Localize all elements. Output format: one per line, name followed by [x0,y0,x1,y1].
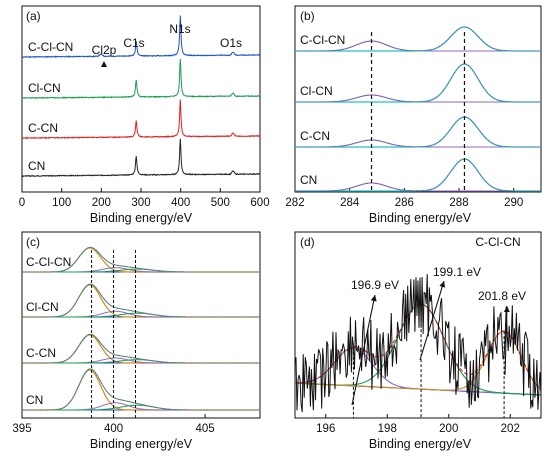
panel-a-tick-label: 600 [250,197,269,209]
panel-a-line-c-cl-cn [21,15,261,59]
panel-d-raw-spectrum [294,274,542,413]
panel-d-tick-label: 200 [439,423,458,435]
panel-b-tick-label: 282 [285,197,304,209]
panel-b-frame [294,5,542,193]
panel-d-title: C-Cl-CN [475,235,520,249]
panel-c-raw [22,246,260,273]
panel-b-series-label: C-CN [300,129,330,143]
panel-a-frame [21,5,261,193]
panel-c-xlabel: Binding energy/eV [90,437,193,451]
panel-a: (a) Binding energy/eV 0 100 200 300 400 500 60… [19,5,270,225]
panel-b-series-labels: C-Cl-CN Cl-CN C-CN CN [300,33,345,187]
panel-d-fit-201-8 [294,330,542,391]
arrow-head-icon [370,295,377,302]
panel-b-tick-label: 284 [340,197,360,209]
panel-b: (b) Binding energy/eV 282 284 286 288 290 C-… [285,5,542,225]
peak-label-196-9: 196.9 eV [351,278,399,292]
panel-c-series-label: C-CN [26,346,56,360]
panel-b-tick-label: 286 [395,197,414,209]
cl2p-marker-icon [101,61,107,67]
peak-label-o1s: O1s [220,36,242,50]
panel-b-xlabel: Binding energy/eV [369,211,472,225]
panel-b-fit-n-c-n [295,116,541,148]
panel-d-ticks: 196 198 200 202 [316,414,520,435]
panel-d-tick-label: 196 [316,423,335,435]
peak-label-n1s: N1s [169,22,190,36]
annotation-cl2p: Cl2p [92,43,117,57]
panel-d-frame [294,231,542,419]
panel-b-series [295,26,541,192]
panel-d-letter: (d) [300,235,315,249]
panel-a-series-label: C-Cl-CN [28,40,73,54]
panel-b-envelope [295,158,541,192]
panel-b-series-label: Cl-CN [300,84,333,98]
panel-d-tick-label: 198 [378,423,397,435]
arrow-head-icon [439,281,446,288]
panel-a-tick-label: 100 [52,197,71,209]
panel-b-fit-c-c [295,182,541,192]
panel-a-xlabel: Binding energy/eV [90,211,193,225]
panel-c-frame [21,231,261,419]
peak-label-199-1: 199.1 eV [433,265,481,279]
panel-d-arrow-line [419,280,445,361]
panel-d-tick-label: 202 [501,423,520,435]
panel-b-tick-label: 288 [449,197,468,209]
panel-a-series [21,15,261,178]
panel-b-fit-n-c-n [295,158,541,192]
panel-c-ticks: 395 400 405 [12,414,215,435]
panel-a-ticks: 0 100 200 300 400 500 600 [19,188,270,209]
panel-c-series-label: C-Cl-CN [26,255,71,269]
panel-b-envelope [295,116,541,148]
panel-a-tick-label: 300 [131,197,150,209]
panel-c-series-labels: C-Cl-CN Cl-CN C-CN CN [26,255,71,407]
panel-c-letter: (c) [26,235,40,249]
peak-label-201-8: 201.8 eV [478,289,526,303]
panel-c-envelope [22,368,260,411]
panel-c-raw [22,368,260,411]
panel-c-tick-label: 405 [195,423,214,435]
panel-c-tick-label: 400 [104,423,123,435]
panel-d-xlabel: Binding energy/eV [369,437,472,451]
panel-b-fit-n-c-n [295,26,541,52]
panel-b-letter: (b) [300,9,315,23]
panel-a-tick-label: 0 [19,197,25,209]
panel-b-series-label: C-Cl-CN [300,33,345,47]
panel-b-series-label: CN [300,173,317,187]
panel-a-series-labels: C-Cl-CN Cl-CN C-CN CN [28,40,73,173]
panel-a-line-cn [22,138,261,178]
panel-c-series-label: Cl-CN [26,300,59,314]
panel-a-letter: (a) [26,9,41,23]
panel-c-tick-label: 395 [12,423,31,435]
panel-a-series-label: Cl-CN [28,81,61,95]
panel-a-tick-label: 400 [171,197,190,209]
panel-d-series [294,274,542,418]
panel-a-series-label: C-CN [28,121,58,135]
panel-a-tick-label: 500 [211,197,230,209]
peak-label-c1s: C1s [123,36,144,50]
panel-c-series-label: CN [26,393,43,407]
panel-a-tick-label: 200 [92,197,111,209]
panel-a-series-label: CN [28,159,45,173]
panel-c-raw [22,283,260,318]
panel-a-line-cl-cn [21,58,261,100]
panel-c-raw [22,333,260,364]
panel-d-arrow-line [351,294,376,406]
panel-c: (c) Binding energy/eV 395 400 405 C-Cl-CNC… [12,231,261,451]
panel-d: (d) C-Cl-CN Binding energy/eV 196 198 200 2… [294,231,542,451]
panel-b-tick-label: 290 [504,197,523,209]
panel-d-arrow-line [504,305,508,376]
panel-c-envelope [22,333,260,364]
panel-c-series [22,246,260,418]
arrow-head-icon [503,306,510,313]
panel-a-line-c-cn [21,99,260,140]
panel-b-envelope [295,63,541,103]
